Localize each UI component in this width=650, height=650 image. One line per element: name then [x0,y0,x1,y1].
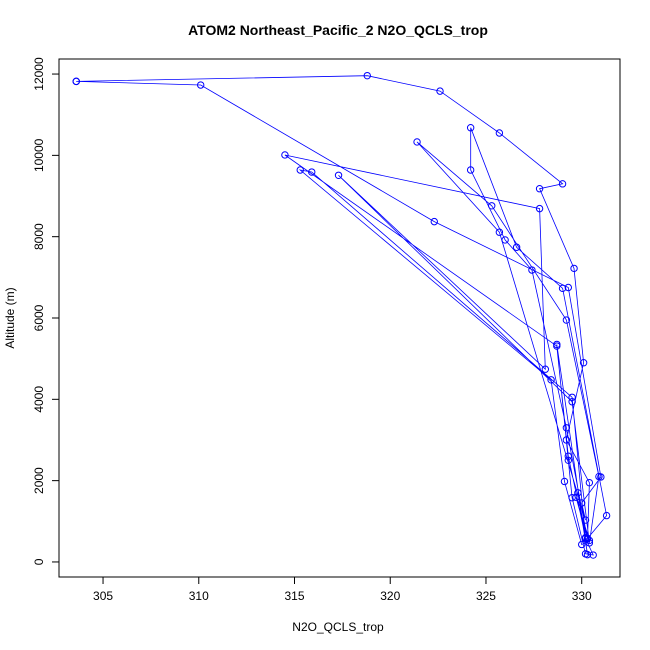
data-point [558,284,567,293]
data-point [196,81,205,89]
data-point [564,452,573,460]
data-point [597,473,605,481]
x-tick-label: 315 [284,589,304,603]
data-point [558,180,567,188]
data-point [585,478,594,487]
data-point [281,151,289,159]
data-point [562,424,571,432]
data-point [562,436,571,444]
data-point [578,540,586,549]
data-point [501,236,509,244]
data-point [413,138,421,146]
data-point [568,398,576,406]
x-tick-label: 305 [93,589,113,603]
data-point [572,493,580,502]
data-point [568,393,576,401]
data-point [585,539,594,547]
data-point [466,124,475,132]
data-point [560,477,569,486]
data-point [495,228,504,236]
data-point [541,365,550,373]
series-line [76,75,608,556]
y-tick-label: 6000 [32,304,46,331]
data-point [535,204,544,213]
y-axis-label: Altitude (m) [3,287,17,348]
data-point [488,202,496,210]
data-point [602,511,611,520]
data-point [308,168,316,176]
data-point [578,499,586,507]
data-point [562,316,571,324]
data-point [430,217,438,226]
data-point [579,359,588,367]
y-tick-label: 0 [32,558,46,565]
chart-title: ATOM2 Northeast_Pacific_2 N2O_QCLS_trop [188,22,488,38]
x-tick-label: 325 [476,589,496,603]
data-point [466,166,475,174]
data-point [495,129,504,137]
series-layer [72,71,611,559]
data-point [528,266,536,274]
data-point [589,551,597,559]
y-axis: 0 2000 4000 6000 8000 10000 12000 [32,57,60,565]
y-tick-label: 2000 [32,467,46,494]
data-point [564,456,573,465]
y-tick-label: 4000 [32,386,46,413]
data-point [574,489,582,497]
y-tick-label: 8000 [32,223,46,250]
data-point [581,516,590,524]
data-point [512,243,521,251]
data-point [568,494,576,502]
y-tick-label: 10000 [32,138,46,172]
data-point [581,533,590,542]
plot-frame [58,58,621,578]
x-axis: 305 310 315 320 325 330 [93,576,592,603]
data-point [72,77,80,86]
data-point [553,342,561,350]
data-point [547,376,555,384]
data-point [583,550,592,559]
data-point [436,87,444,95]
data-point [334,171,343,179]
x-tick-label: 330 [572,589,592,603]
data-point [564,283,573,292]
data-point [535,185,544,193]
data-point [363,71,371,80]
y-tick-label: 12000 [32,57,46,91]
x-axis-label: N2O_QCLS_trop [292,620,384,634]
x-tick-label: 310 [189,589,209,603]
data-point [296,166,304,174]
data-point [570,264,578,273]
x-tick-label: 320 [380,589,400,603]
